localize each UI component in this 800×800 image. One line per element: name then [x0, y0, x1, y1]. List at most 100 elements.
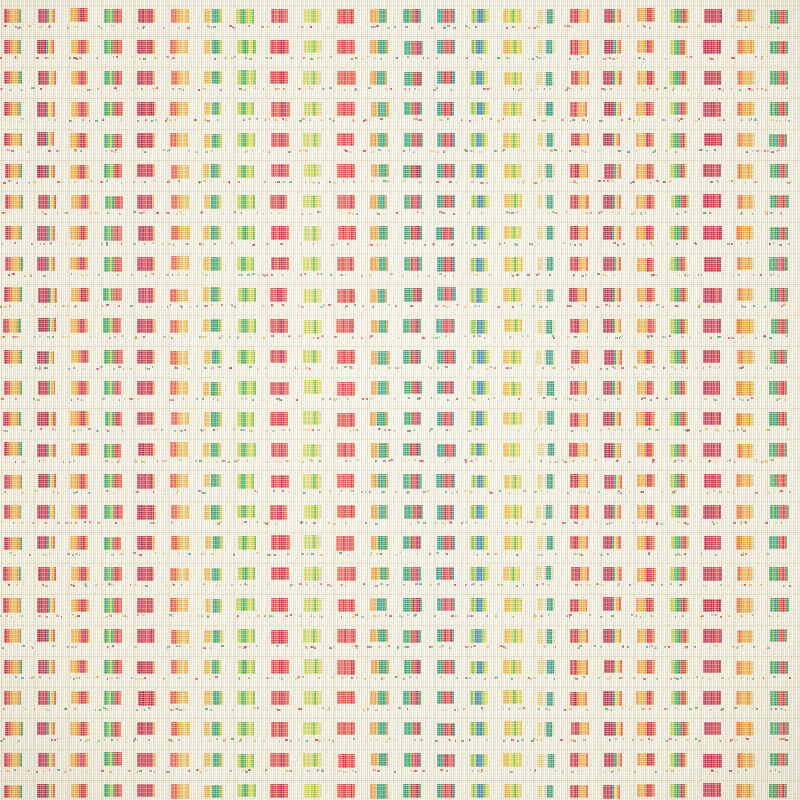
stripe-block: [470, 9, 489, 24]
warp-stripe: [785, 256, 788, 271]
warp-stripe: [342, 288, 345, 303]
warp-stripe: [386, 257, 388, 272]
guide-thread-vertical: [134, 0, 136, 800]
stripe-block: [36, 40, 55, 55]
stripe-block: [403, 8, 422, 23]
stitch-dash: [712, 57, 714, 60]
warp-stripe: [685, 133, 688, 148]
stripe-block: [404, 71, 423, 86]
stripe-block: [669, 133, 688, 148]
stripe-block: [270, 163, 289, 178]
warp-stripe: [175, 133, 178, 147]
warp-stripe: [386, 102, 389, 117]
stitch-dash: [39, 26, 42, 29]
warp-stripe: [187, 195, 190, 210]
stripe-block: [637, 71, 656, 86]
warp-stripe: [20, 287, 23, 302]
stitch-dash: [408, 88, 411, 91]
warp-stripe: [419, 226, 422, 240]
warp-stripe: [619, 8, 622, 24]
stitch-dash: [586, 119, 588, 122]
stitch-dash: [27, 151, 30, 153]
stripe-block: [636, 195, 655, 209]
guide-thread-horizontal: [0, 377, 800, 378]
stitch-dash: [380, 57, 382, 60]
warp-stripe: [52, 164, 56, 179]
warp-stripe: [86, 102, 90, 117]
stripe-block: [70, 256, 89, 271]
stitch-dash: [750, 88, 754, 91]
warp-stripe: [319, 163, 322, 178]
warp-stripe: [319, 133, 322, 147]
warp-stripe: [549, 256, 552, 272]
stitch-dash: [213, 25, 217, 28]
warp-stripe: [38, 164, 41, 179]
stripe-block: [4, 225, 23, 241]
stitch-dash: [607, 57, 611, 60]
warp-stripe: [385, 288, 387, 303]
stitch-dash: [580, 56, 583, 59]
stripe-block: [37, 288, 57, 303]
stripe-block: [403, 287, 423, 303]
stitch-dash: [612, 26, 615, 29]
stripe-block: [70, 102, 90, 117]
stitch-dash: [141, 26, 144, 29]
stitch-dash: [363, 119, 366, 122]
stitch-dash: [450, 88, 453, 91]
warp-stripe: [186, 164, 189, 180]
stripe-block: [503, 288, 522, 302]
warp-stripe: [786, 164, 788, 179]
stripe-block: [670, 164, 688, 179]
stripe-block: [703, 39, 722, 54]
stripe-block: [503, 101, 522, 116]
warp-stripe: [53, 257, 55, 272]
stripe-block: [171, 226, 190, 241]
warp-stripe: [287, 102, 290, 117]
warp-stripe: [448, 101, 451, 116]
warp-stripe: [486, 101, 489, 116]
stitch-dash: [231, 57, 234, 60]
stitch-dash: [256, 118, 258, 121]
stitch-dash: [9, 118, 12, 121]
warp-stripe: [86, 8, 89, 22]
warp-stripe: [544, 102, 547, 117]
stitch-dash: [581, 56, 584, 59]
stripe-block: [770, 194, 789, 209]
stripe-block: [104, 133, 122, 148]
warp-stripe: [577, 102, 580, 117]
warp-stripe: [253, 132, 256, 147]
stripe-block: [203, 8, 223, 23]
stitch-dash: [96, 88, 99, 91]
stitch-dash: [116, 56, 119, 59]
stitch-dash: [419, 118, 422, 121]
guide-thread-horizontal: [0, 191, 800, 192]
warp-stripe: [786, 70, 789, 86]
stripe-block: [503, 164, 522, 179]
stitch-dash: [466, 56, 468, 59]
stitch-dash: [608, 57, 612, 60]
stripe-block: [636, 132, 654, 147]
stripe-block: [170, 70, 189, 85]
stitch-dash: [302, 118, 304, 121]
stitch-dash: [370, 26, 373, 29]
stitch-dash: [517, 88, 520, 91]
stitch-dash: [267, 25, 269, 28]
stripe-block: [503, 133, 521, 148]
stitch-dash: [172, 87, 174, 90]
stripe-block: [336, 257, 354, 271]
warp-stripe: [650, 257, 653, 272]
stitch-dash: [602, 57, 606, 60]
stitch-dash: [373, 26, 376, 29]
stitch-dash: [404, 25, 408, 28]
stitch-dash: [744, 26, 748, 29]
stitch-dash: [643, 25, 645, 28]
warp-stripe: [786, 287, 789, 302]
stitch-dash: [32, 87, 35, 90]
stitch-dash: [760, 87, 764, 90]
warp-stripe: [420, 40, 423, 55]
stitch-dash: [533, 118, 537, 121]
stripe-block: [203, 257, 223, 271]
stitch-dash: [245, 56, 248, 59]
stitch-dash: [345, 25, 349, 28]
